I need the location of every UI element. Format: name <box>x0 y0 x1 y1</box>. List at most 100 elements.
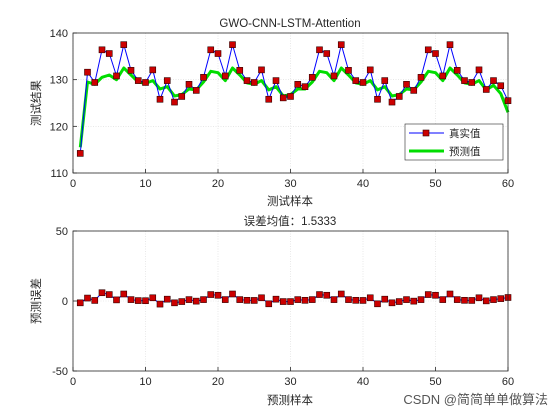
top-data-marker <box>417 74 425 81</box>
top-data-marker <box>229 41 236 48</box>
bottom-data-marker <box>294 296 302 303</box>
top-data-marker <box>446 41 454 48</box>
bottom-data-marker <box>337 290 345 298</box>
bottom-data-marker <box>258 294 265 302</box>
top-data-marker <box>185 81 193 88</box>
top-data-marker <box>482 86 490 93</box>
bottom-data-marker <box>403 296 410 303</box>
top-data-marker <box>105 50 113 57</box>
top-data-marker <box>171 98 178 106</box>
top-data-marker <box>221 72 229 80</box>
top-data-marker <box>395 93 403 100</box>
top-data-marker <box>388 98 396 106</box>
top-chart-title: GWO-CNN-LSTM-Attention <box>219 18 360 30</box>
top-data-marker <box>468 79 476 86</box>
bottom-data-marker <box>279 298 287 305</box>
bottom-data-marker <box>352 296 360 304</box>
bottom-data-marker <box>410 297 418 305</box>
bottom-data-marker <box>366 294 374 302</box>
bottom-data-marker <box>482 297 490 305</box>
bottom-data-marker <box>490 296 497 303</box>
bottom-data-marker <box>185 296 193 303</box>
legend-item-true: 真实值 <box>409 127 481 140</box>
bottom-data-marker <box>134 297 142 304</box>
top-data-marker <box>236 67 244 74</box>
top-data-marker <box>453 67 461 74</box>
bottom-data-marker <box>330 296 338 303</box>
top-data-marker <box>337 41 345 48</box>
top-data-marker <box>134 77 142 84</box>
top-data-marker <box>113 72 120 80</box>
bottom-data-marker <box>113 296 120 304</box>
bottom-data-marker <box>250 297 258 304</box>
top-data-marker <box>432 50 439 57</box>
bottom-x-tick-label: 40 <box>357 376 369 388</box>
bottom-data-marker <box>243 296 251 304</box>
bottom-data-marker <box>287 298 294 305</box>
top-data-marker <box>178 93 186 100</box>
top-data-marker <box>439 72 447 80</box>
top-data-marker <box>279 94 287 102</box>
top-data-marker <box>410 87 418 94</box>
bottom-data-marker <box>91 297 99 304</box>
bottom-data-marker <box>236 296 244 303</box>
bottom-data-marker <box>120 290 128 298</box>
bottom-data-marker <box>432 291 439 299</box>
bottom-x-tick-label: 50 <box>429 376 441 388</box>
bottom-data-marker <box>316 291 323 298</box>
top-data-marker <box>294 81 302 88</box>
top-ticks: 0 10 20 30 40 50 60 110 120 130 140 <box>50 28 514 190</box>
bottom-data-marker <box>192 297 200 305</box>
top-data-marker <box>98 46 106 54</box>
bottom-data-marker <box>84 294 91 302</box>
bottom-data-marker <box>395 298 403 305</box>
bottom-data-marker <box>417 296 425 303</box>
top-x-tick-label: 0 <box>70 178 76 190</box>
top-x-tick-label: 50 <box>429 178 441 190</box>
bottom-data-marker <box>105 291 113 298</box>
top-series-line-smooth <box>78 66 510 148</box>
top-data-marker <box>258 66 265 74</box>
bottom-y-tick-label: 50 <box>56 226 68 238</box>
top-data-marker <box>287 93 294 100</box>
top-data-marker <box>374 95 381 103</box>
top-data-marker <box>475 66 483 74</box>
top-y-tick-label: 110 <box>50 168 68 180</box>
top-data-marker <box>265 95 273 103</box>
top-data-marker <box>272 77 280 84</box>
watermark-text: CSDN @简简单单做算法 <box>403 392 548 407</box>
bottom-y-tick-label: 0 <box>62 296 68 308</box>
bottom-data-marker <box>127 296 135 303</box>
bottom-data-marker <box>272 295 280 303</box>
top-data-marker <box>207 46 215 54</box>
top-data-marker <box>243 77 251 84</box>
bottom-data-marker <box>76 299 84 307</box>
top-data-marker <box>120 41 128 48</box>
bottom-data-marker <box>439 296 447 303</box>
bottom-data-marker <box>497 295 505 302</box>
top-legend: 真实值 预测值 <box>404 123 504 161</box>
bottom-data-marker <box>207 291 215 298</box>
top-chart: 0 10 20 30 40 50 60 110 120 130 140 GWO-CNN-LSTM-A… <box>29 18 514 208</box>
top-x-tick-label: 30 <box>284 178 296 190</box>
bottom-data-marker <box>388 299 396 307</box>
legend-item-pred: 预测值 <box>409 145 481 158</box>
top-data-marker <box>127 67 135 74</box>
top-data-marker <box>156 95 164 103</box>
top-data-marker <box>192 87 200 94</box>
top-data-marker <box>323 50 331 57</box>
bottom-data-marker <box>178 298 186 305</box>
top-data-marker <box>301 83 309 90</box>
bottom-data-marker <box>446 290 454 298</box>
bottom-x-axis-label: 预测样本 <box>267 393 313 407</box>
legend-label-pred: 预测值 <box>449 145 481 158</box>
top-data-marker <box>345 67 352 74</box>
bottom-data-marker <box>214 291 222 299</box>
top-y-axis-label: 测试结果 <box>29 80 43 126</box>
legend-marker-true <box>422 129 430 137</box>
bottom-data-marker <box>453 296 461 303</box>
top-data-marker <box>250 79 258 86</box>
bottom-error-markers <box>76 289 512 308</box>
top-data-marker <box>490 77 497 84</box>
